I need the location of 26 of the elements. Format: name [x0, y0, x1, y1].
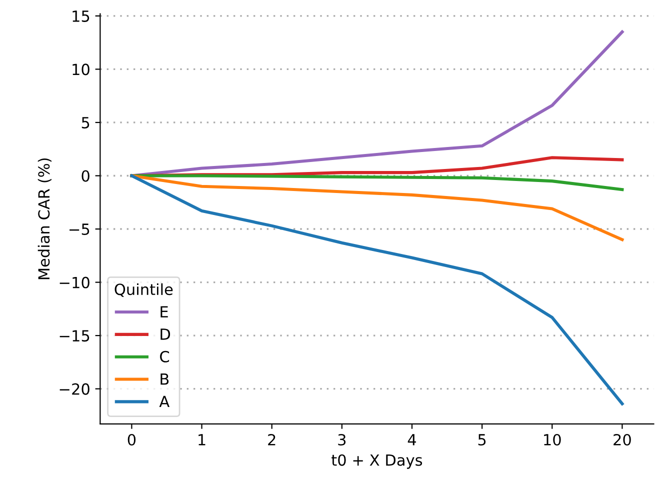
x-axis-title: t0 + X Days — [332, 454, 422, 469]
legend-title: Quintile — [114, 283, 173, 297]
line-series — [130, 174, 624, 192]
y-tick-label: −5 — [70, 224, 90, 236]
y-axis-title: Median CAR (%) — [38, 158, 52, 280]
x-tick-label: 1 — [198, 434, 206, 446]
legend-label: C — [160, 350, 170, 362]
y-tick-label: 0 — [82, 170, 90, 182]
x-tick-label: 10 — [544, 434, 561, 446]
x-tick-label: 5 — [478, 434, 486, 446]
y-tick-label: −15 — [60, 330, 90, 342]
y-tick-label: −10 — [60, 276, 90, 288]
x-tick-label: 4 — [408, 434, 416, 446]
x-tick-label: 3 — [338, 434, 346, 446]
y-tick-label: 10 — [72, 64, 90, 76]
y-tick-label: 5 — [82, 117, 90, 128]
y-tick-label: 15 — [72, 10, 90, 22]
legend-label: A — [159, 396, 170, 408]
x-tick-label: 20 — [614, 434, 631, 446]
y-tick-label: −20 — [60, 383, 90, 395]
x-tick-label: 2 — [268, 434, 276, 446]
legend-label: D — [160, 328, 170, 340]
x-tick-label: 0 — [128, 434, 136, 446]
line-series — [130, 174, 624, 242]
legend-label: E — [160, 306, 168, 318]
legend-label: B — [160, 373, 169, 385]
